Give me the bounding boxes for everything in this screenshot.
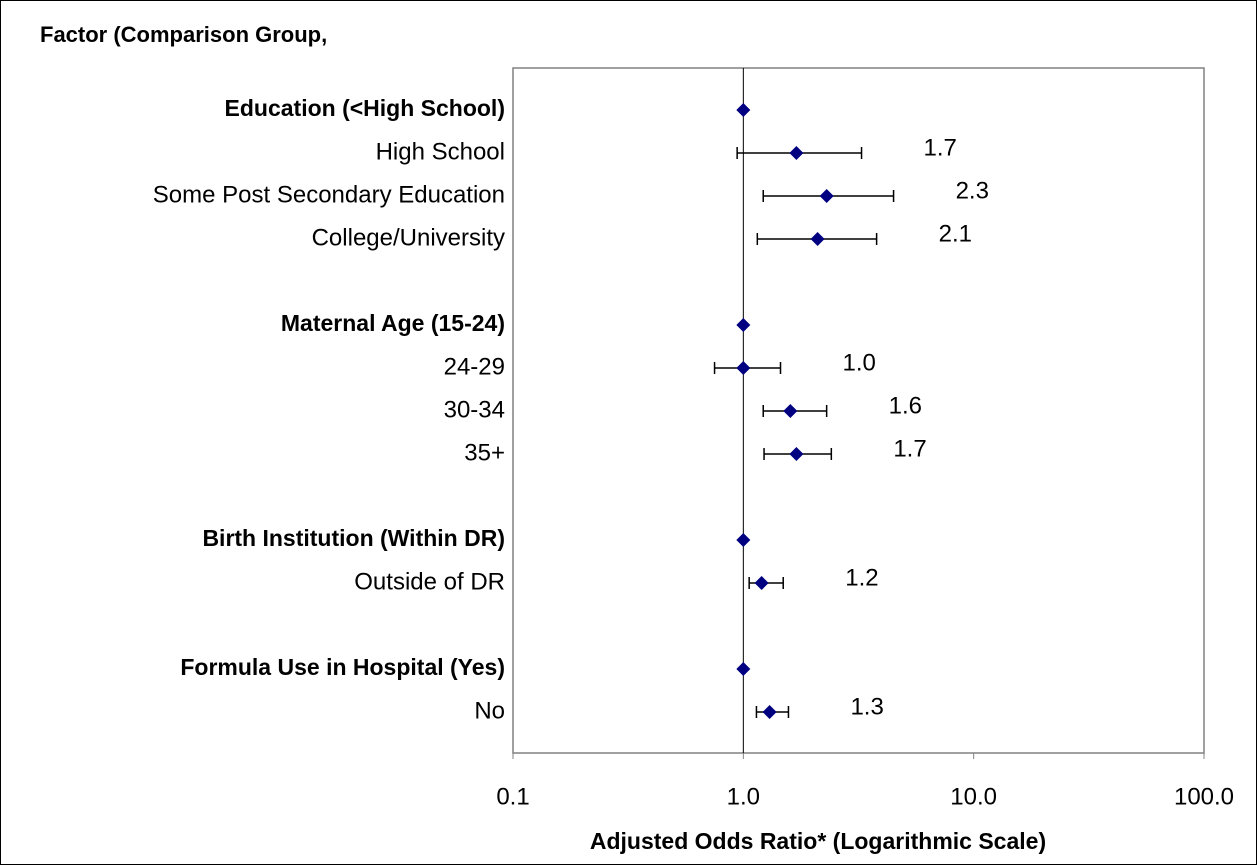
group-header: Education (<High School) — [225, 95, 505, 121]
x-tick-label: 10.0 — [950, 783, 997, 810]
point — [819, 189, 834, 203]
value-label: 1.3 — [850, 693, 883, 720]
group-header: Formula Use in Hospital (Yes) — [180, 654, 505, 680]
row-label: 24-29 — [444, 353, 505, 380]
point — [736, 662, 751, 676]
point — [736, 103, 751, 117]
group-header: Maternal Age (15-24) — [281, 310, 505, 336]
group-header: Birth Institution (Within DR) — [202, 525, 505, 551]
row-label: Some Post Secondary Education — [153, 181, 505, 208]
point — [810, 232, 825, 246]
value-label: 1.2 — [845, 564, 878, 591]
value-label: 2.3 — [956, 177, 989, 204]
value-label: 1.7 — [893, 435, 926, 462]
point — [783, 404, 798, 418]
value-label: 2.1 — [939, 220, 972, 247]
row-label: Outside of DR — [354, 568, 505, 595]
point — [789, 447, 804, 461]
value-label: 1.0 — [843, 349, 876, 376]
value-label: 1.7 — [924, 134, 957, 161]
x-axis-label: Adjusted Odds Ratio* (Logarithmic Scale) — [590, 828, 1046, 854]
point — [736, 318, 751, 332]
x-tick-label: 0.1 — [496, 783, 529, 810]
point — [736, 361, 751, 375]
x-tick-label: 100.0 — [1174, 783, 1234, 810]
row-label: 35+ — [464, 439, 505, 466]
row-label: High School — [376, 138, 505, 165]
row-label: No — [474, 697, 505, 724]
value-label: 1.6 — [889, 392, 922, 419]
point — [789, 146, 804, 160]
chart-title: Factor (Comparison Group, — [40, 22, 327, 47]
x-tick-label: 1.0 — [727, 783, 760, 810]
point — [762, 705, 777, 719]
point — [754, 576, 769, 590]
plot-frame — [512, 67, 1205, 754]
row-label: 30-34 — [444, 396, 505, 423]
row-label: College/University — [312, 224, 505, 251]
point — [736, 533, 751, 547]
